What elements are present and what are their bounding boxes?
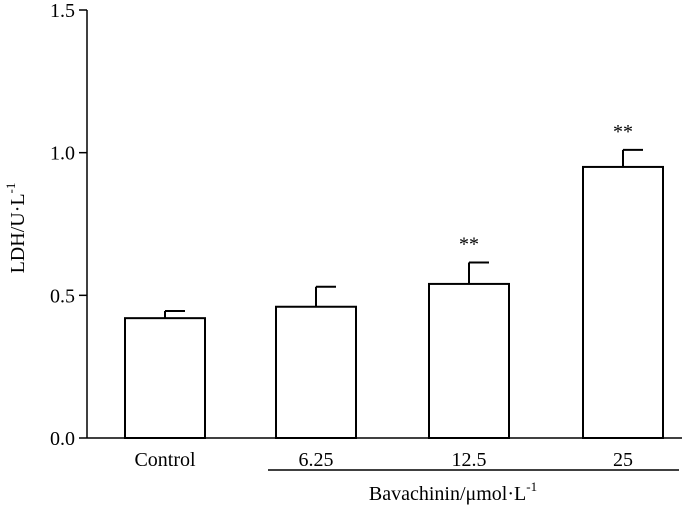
error-bar — [315, 285, 336, 307]
y-tick-label: 1.5 — [50, 0, 75, 22]
y-axis-title: LDH/U·L-1 — [3, 183, 29, 274]
error-bar — [468, 261, 489, 284]
significance-label: ** — [613, 121, 633, 143]
x-tick-label: 12.5 — [452, 449, 487, 471]
y-tick-label: 1.0 — [50, 143, 75, 165]
bars-group — [124, 165, 664, 440]
group-title: Bavachinin/μmol·L-1 — [369, 479, 537, 505]
x-tick-label: 6.25 — [299, 449, 334, 471]
x-tick-label: Control — [134, 449, 196, 471]
category-labels-group: Control 6.25 12.5 25 — [134, 449, 633, 471]
significance-group: ** ** — [459, 121, 633, 256]
bar — [275, 305, 357, 439]
x-tick-label: 25 — [613, 449, 633, 471]
y-tick-label: 0.0 — [50, 428, 75, 450]
error-bars-group — [164, 148, 643, 319]
significance-label: ** — [459, 234, 479, 256]
bar — [428, 282, 510, 440]
group-title-main: Bavachinin/μmol·L — [369, 483, 526, 505]
y-axis-title-superscript: -1 — [3, 183, 18, 194]
error-bar — [622, 148, 643, 167]
bar — [124, 317, 206, 439]
y-axis-title-main: LDH/U·L — [7, 193, 29, 273]
bar — [582, 165, 664, 440]
error-bar — [164, 310, 185, 319]
y-tick-label: 0.5 — [50, 285, 75, 307]
group-title-superscript: -1 — [526, 479, 537, 494]
